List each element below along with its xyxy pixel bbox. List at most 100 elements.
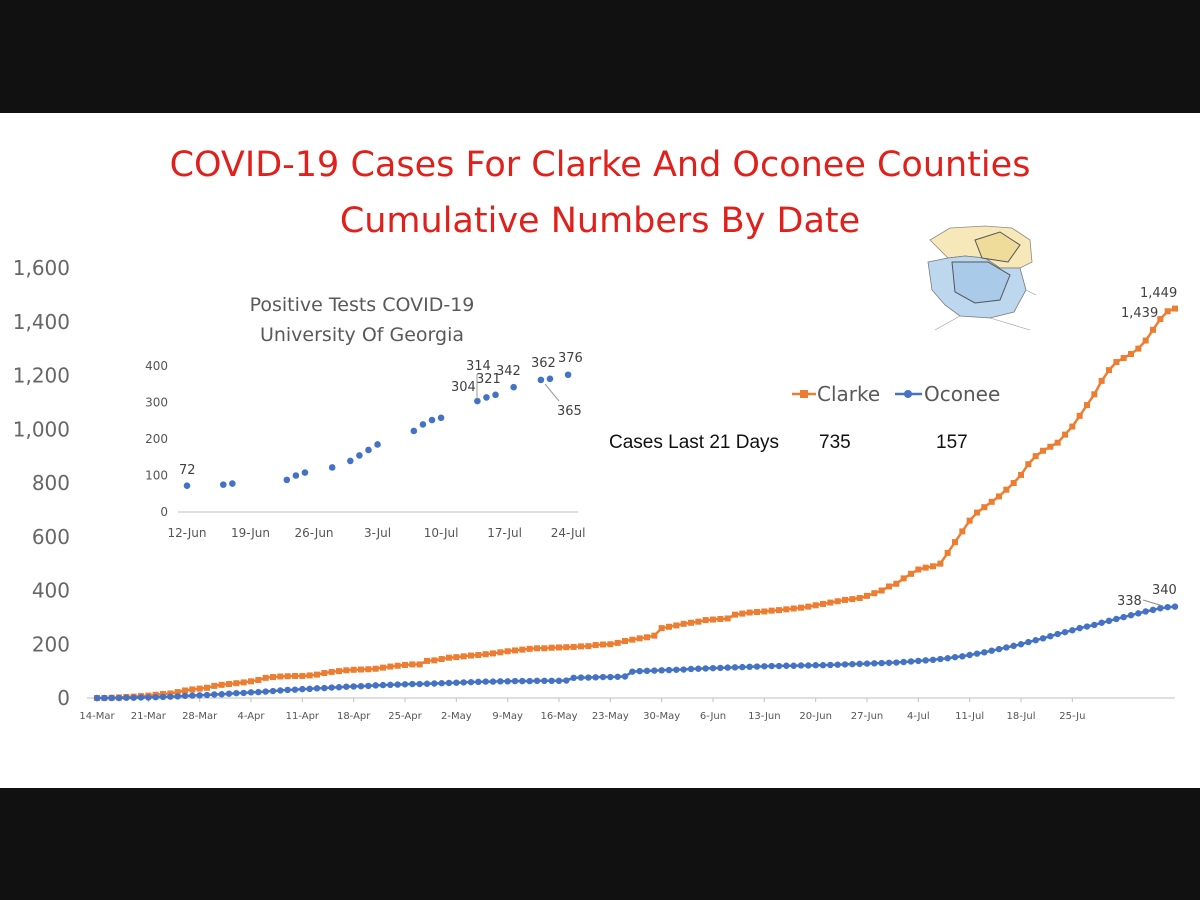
clarke-point (849, 596, 856, 603)
oconee-point (658, 667, 665, 674)
clarke-point (893, 580, 900, 587)
clarke-point (218, 681, 225, 688)
clarke-point (497, 649, 504, 656)
oconee-point (189, 692, 196, 699)
oconee-point (225, 690, 233, 697)
clarke-point (1054, 439, 1061, 446)
legend-clarke-label: Clarke (817, 382, 880, 406)
inset-label-342: 342 (496, 364, 521, 379)
stats-label: Cases Last 21 Days (609, 432, 779, 453)
inset-label-304: 304 (451, 380, 476, 395)
oconee-point (511, 677, 519, 685)
inset-point (301, 469, 309, 476)
clarke-point (204, 684, 210, 691)
clarke-label-1449: 1,449 (1140, 286, 1177, 301)
inset-point (292, 472, 300, 479)
oconee-point (1003, 644, 1010, 651)
clarke-point (424, 657, 430, 664)
x-tick-label: 20-Jun (799, 711, 832, 722)
oconee-point (1076, 624, 1083, 632)
oconee-point (1135, 610, 1142, 617)
clarke-point (299, 672, 306, 679)
oconee-point (607, 673, 614, 681)
clarke-point (629, 636, 636, 643)
clarke-point (959, 528, 966, 535)
oconee-point (269, 687, 277, 695)
oconee-point (937, 655, 944, 663)
oconee-point (445, 679, 453, 687)
oconee-point (951, 653, 959, 661)
inset-label-362: 362 (531, 356, 556, 371)
oconee-point (797, 662, 805, 669)
inset-title-line2: University Of Georgia (260, 324, 464, 346)
inset-point (510, 383, 517, 391)
clarke-point (717, 615, 724, 622)
oconee-point (885, 659, 893, 666)
inset-point (374, 441, 381, 448)
oconee-point (284, 686, 291, 694)
clarke-point (284, 673, 291, 680)
oconee-point (746, 663, 753, 671)
clarke-point (189, 686, 196, 693)
oconee-point (1113, 615, 1120, 623)
oconee-point (108, 694, 115, 702)
oconee-point (1010, 642, 1017, 650)
oconee-point (753, 663, 761, 670)
oconee-label-338: 338 (1117, 594, 1142, 609)
oconee-point (423, 680, 431, 687)
clarke-point (446, 654, 452, 661)
legend-oconee: Oconee (895, 382, 1000, 406)
x-tick-label: 21-Mar (131, 711, 167, 722)
clarke-point (834, 598, 841, 605)
oconee-point (790, 662, 797, 669)
clarke-point (453, 654, 460, 661)
clarke-point (1098, 377, 1105, 384)
clarke-point (1076, 412, 1083, 419)
oconee-point (1149, 606, 1157, 614)
clarke-point (563, 644, 570, 651)
oconee-point (343, 683, 350, 690)
clarke-point (820, 600, 826, 607)
inset-label-72: 72 (179, 463, 196, 478)
clarke-point (783, 606, 790, 613)
clarke-point (431, 657, 438, 664)
chart-title-line2: Cumulative Numbers By Date (339, 201, 861, 241)
inset-x-tick-label: 24-Jul (551, 526, 586, 540)
oconee-point (482, 678, 489, 685)
oconee-point (849, 660, 856, 668)
x-tick-label: 14-Mar (79, 711, 115, 722)
clarke-point (585, 643, 592, 650)
clarke-point (937, 560, 944, 567)
oconee-point (1025, 638, 1032, 646)
inset-point (492, 391, 499, 399)
inset-data-labels: 72 304 314 321 342 362 376 365 (179, 351, 583, 478)
oconee-point (240, 689, 247, 697)
clarke-point (504, 648, 511, 655)
clarke-point (262, 674, 269, 681)
clarke-label-1439: 1,439 (1121, 306, 1158, 321)
oconee-point (1083, 623, 1091, 630)
oconee-label-leader (1142, 599, 1164, 607)
county-map-icon (922, 220, 1037, 335)
oconee-point (519, 677, 526, 685)
oconee-point (1127, 612, 1135, 619)
oconee-point (152, 693, 159, 701)
oconee-point (409, 680, 416, 688)
oconee-point (629, 668, 636, 675)
oconee-point (1032, 637, 1039, 644)
oconee-point (907, 658, 915, 665)
oconee-point (893, 659, 900, 666)
clarke-point (402, 661, 408, 668)
oconee-point (592, 674, 599, 681)
oconee-point (739, 663, 746, 671)
clarke-point (702, 617, 709, 624)
oconee-point (357, 682, 365, 690)
inset-point (437, 414, 445, 422)
oconee-point (570, 674, 577, 682)
oconee-point (548, 677, 555, 684)
clarke-point (306, 672, 313, 679)
oconee-point (643, 667, 651, 675)
oconee-point (673, 666, 680, 673)
inset-label-365: 365 (557, 404, 582, 419)
clarke-point (482, 651, 489, 658)
